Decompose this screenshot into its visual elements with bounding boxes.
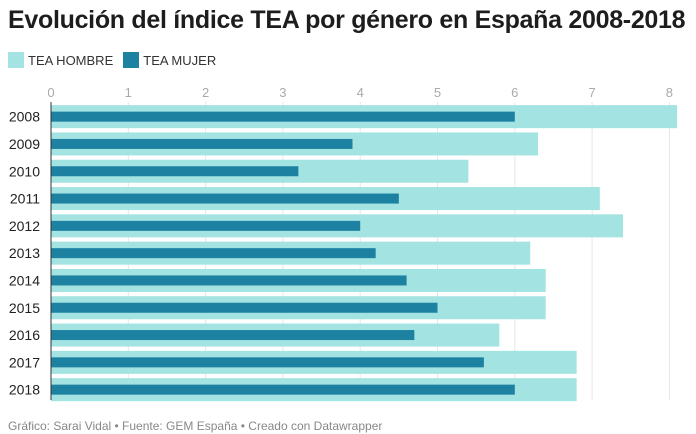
x-tick-label: 3 xyxy=(279,85,286,100)
x-tick-label: 6 xyxy=(511,85,518,100)
y-category-label: 2009 xyxy=(9,136,40,152)
legend: TEA HOMBRE TEA MUJER xyxy=(8,52,216,68)
bar-mujer-2009 xyxy=(51,138,353,149)
x-tick-label: 2 xyxy=(202,85,209,100)
y-category-label: 2008 xyxy=(9,109,40,125)
bar-mujer-2014 xyxy=(51,275,407,286)
x-tick-label: 1 xyxy=(125,85,132,100)
legend-swatch-hombre xyxy=(8,52,24,68)
legend-swatch-mujer xyxy=(123,52,140,68)
bar-mujer-2011 xyxy=(51,193,399,204)
bar-mujer-2015 xyxy=(51,302,438,313)
y-category-label: 2012 xyxy=(9,218,40,234)
legend-label-mujer: TEA MUJER xyxy=(143,52,217,68)
y-category-label: 2011 xyxy=(10,191,40,207)
x-tick-label: 7 xyxy=(588,85,595,100)
bar-mujer-2012 xyxy=(51,220,361,231)
legend-label-hombre: TEA HOMBRE xyxy=(28,52,114,68)
y-category-label: 2017 xyxy=(9,354,40,370)
x-tick-label: 4 xyxy=(357,85,364,100)
bar-mujer-2016 xyxy=(51,330,415,341)
bar-mujer-2008 xyxy=(51,111,515,122)
legend-item-mujer: TEA MUJER xyxy=(123,52,216,68)
chart-title: Evolución del índice TEA por género en E… xyxy=(8,6,686,34)
bar-mujer-2017 xyxy=(51,357,484,368)
y-category-label: 2018 xyxy=(9,382,40,398)
y-category-label: 2010 xyxy=(9,163,40,179)
y-category-label: 2016 xyxy=(9,327,40,343)
x-tick-label: 0 xyxy=(47,85,54,100)
y-category-label: 2013 xyxy=(9,245,40,261)
legend-item-hombre: TEA HOMBRE xyxy=(8,52,113,68)
y-category-label: 2015 xyxy=(9,300,40,316)
x-tick-label: 8 xyxy=(666,85,673,100)
y-category-label: 2014 xyxy=(9,272,40,288)
bar-mujer-2010 xyxy=(51,166,299,177)
chart-footer: Gráfico: Sarai Vidal • Fuente: GEM Españ… xyxy=(8,419,383,433)
bar-mujer-2018 xyxy=(51,384,515,395)
bar-mujer-2013 xyxy=(51,248,376,259)
x-tick-label: 5 xyxy=(434,85,441,100)
